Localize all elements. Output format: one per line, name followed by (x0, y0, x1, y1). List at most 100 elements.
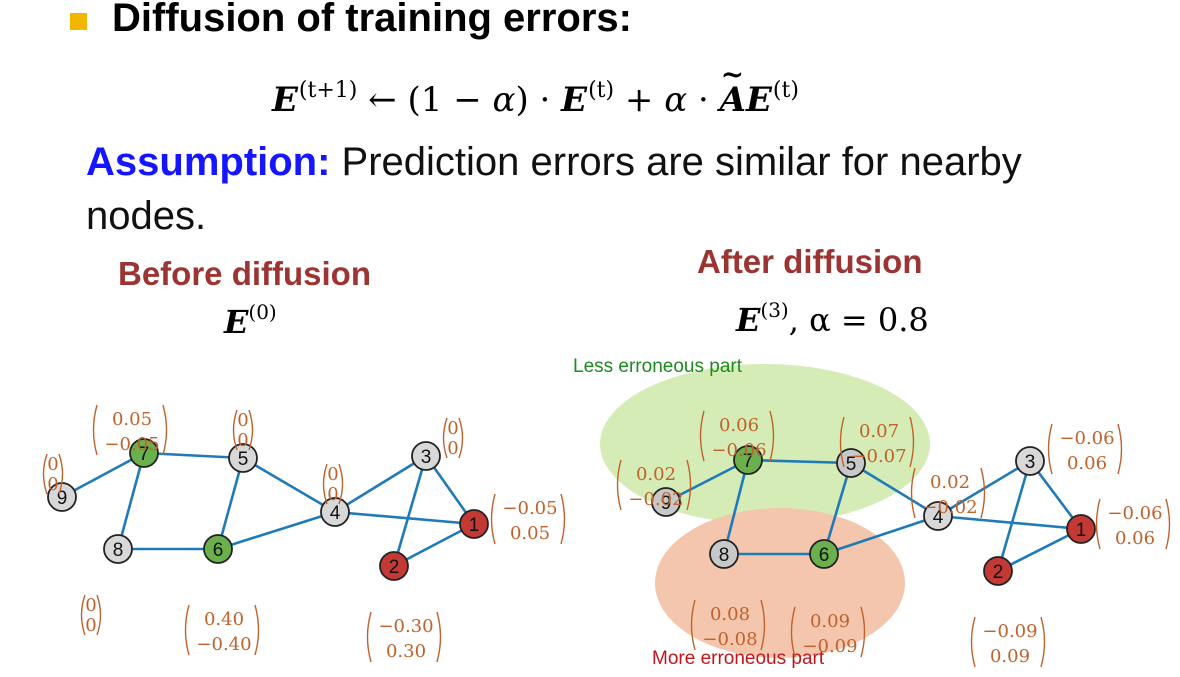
before-edge-6-4 (217, 510, 336, 551)
before-vector-4: 00 (322, 463, 344, 505)
before-vector-1-top: −0.05 (502, 498, 557, 519)
before-vector-5-bottom: 0 (237, 430, 248, 451)
after-vector-5-top: 0.07 (859, 421, 899, 442)
after-vector-9-top: 0.02 (636, 464, 676, 485)
after-edge-7-5 (747, 458, 852, 465)
assumption-text: Assumption: Prediction errors are simila… (86, 135, 1086, 243)
after-edge-2-1 (997, 527, 1082, 573)
before-edge-7-5 (143, 451, 244, 460)
after-vector-6: 0.09 −0.09 (790, 606, 866, 658)
after-edge-5-6 (822, 462, 853, 555)
after-vector-9-bottom: −0.02 (628, 489, 683, 510)
after-vector-5: 0.07 −0.07 (839, 416, 915, 468)
after-vector-6-bottom: −0.09 (802, 636, 857, 657)
before-vector-2: −0.30 0.30 (366, 611, 442, 663)
before-edge-2-1 (393, 522, 475, 568)
before-edge-7-8 (116, 452, 146, 550)
before-node-6-label: 6 (213, 540, 224, 561)
after-node-3: 3 (1015, 446, 1045, 476)
nodes-after: 9 7 5 8 6 4 3 1 2 (651, 445, 1096, 586)
after-node-9: 9 (651, 487, 681, 517)
before-node-2: 2 (379, 551, 409, 581)
after-vector-9: 0.02 −0.02 (616, 459, 692, 511)
after-vector-8: 0.08 −0.08 (690, 599, 766, 651)
before-vector-5: 00 (232, 409, 254, 451)
before-node-1: 1 (459, 509, 489, 539)
after-vector-3: −0.06 0.06 (1047, 423, 1123, 475)
after-vector-4: 0.02 −0.02 (910, 467, 986, 519)
after-vector-1: −0.06 0.06 (1095, 498, 1171, 550)
after-vector-3-top: −0.06 (1059, 428, 1114, 449)
after-vector-1-bottom: 0.06 (1115, 528, 1155, 549)
before-node-7: 7 (129, 438, 159, 468)
before-diffusion-label: Before diffusion (118, 255, 371, 292)
edges-before (61, 451, 476, 568)
after-node-2: 2 (983, 556, 1013, 586)
after-vector-4-bottom: −0.02 (922, 497, 977, 518)
before-vector-4-top: 0 (327, 464, 338, 485)
more-erroneous-label: More erroneous part (652, 648, 825, 669)
after-vector-5-bottom: −0.07 (851, 446, 906, 467)
after-vector-6-top: 0.09 (810, 611, 850, 632)
after-node-8-label: 8 (719, 545, 730, 566)
before-vector-1-bottom: 0.05 (510, 523, 550, 544)
before-vector-6-bottom: −0.40 (196, 634, 251, 655)
before-vector-8-top: 0 (85, 595, 96, 616)
after-vector-7-top: 0.06 (719, 415, 759, 436)
before-edge-5-4 (242, 456, 336, 514)
after-vector-2-bottom: 0.09 (990, 646, 1030, 667)
after-equation: E(3), α = 0.8 (736, 298, 929, 339)
bullet-square (70, 13, 87, 30)
before-edge-9-7 (61, 451, 145, 499)
before-vector-8: 00 (80, 594, 102, 636)
after-diffusion-label: After diffusion (697, 243, 923, 280)
after-vector-2-top: −0.09 (982, 621, 1037, 642)
after-node-8: 8 (709, 539, 739, 569)
after-vector-3-bottom: 0.06 (1067, 453, 1107, 474)
before-vector-2-top: −0.30 (378, 616, 433, 637)
before-node-5-label: 5 (238, 449, 249, 470)
after-node-7-label: 7 (743, 451, 754, 472)
after-vector-8-bottom: −0.08 (702, 629, 757, 650)
after-node-7: 7 (733, 445, 763, 475)
before-vector-9-bottom: 0 (47, 474, 58, 495)
before-vector-7-bottom: −0.05 (104, 434, 159, 455)
after-node-1-label: 1 (1076, 520, 1087, 541)
before-vector-3-bottom: 0 (447, 438, 458, 459)
before-vector-7: 0.05 −0.05 (92, 404, 168, 456)
before-vector-8-bottom: 0 (85, 615, 96, 636)
before-edge-5-6 (216, 457, 245, 550)
before-edge-4-3 (334, 454, 427, 514)
after-edge-5-4 (850, 461, 939, 518)
before-node-4-label: 4 (330, 503, 341, 524)
after-node-6-label: 6 (819, 545, 830, 566)
before-vector-2-bottom: 0.30 (386, 641, 426, 662)
before-vector-5-top: 0 (237, 410, 248, 431)
before-node-7-label: 7 (139, 444, 150, 465)
after-edge-4-1 (937, 514, 1082, 531)
before-node-3: 3 (411, 441, 441, 471)
before-vector-1: −0.05 0.05 (490, 493, 566, 545)
before-node-1-label: 1 (469, 515, 480, 536)
less-erroneous-region (600, 364, 930, 524)
after-vector-7-bottom: −0.06 (711, 440, 766, 461)
before-node-5: 5 (228, 443, 258, 473)
after-edge-9-7 (665, 458, 749, 504)
after-vector-8-top: 0.08 (710, 604, 750, 625)
after-node-5: 5 (836, 448, 866, 478)
before-vector-6-top: 0.40 (204, 609, 244, 630)
before-vector-3-top: 0 (447, 418, 458, 439)
before-edge-3-2 (392, 455, 428, 567)
before-node-9-label: 9 (57, 488, 68, 509)
before-vector-9: 00 (42, 453, 64, 495)
slide-heading: Diffusion of training errors: (112, 0, 632, 40)
before-node-8-label: 8 (113, 540, 124, 561)
after-node-9-label: 9 (661, 493, 672, 514)
after-node-5-label: 5 (846, 454, 857, 475)
after-vector-4-top: 0.02 (930, 472, 970, 493)
assumption-body: Prediction errors are similar for nearby… (86, 140, 1022, 238)
before-node-2-label: 2 (389, 557, 400, 578)
after-edge-7-8 (722, 459, 750, 555)
